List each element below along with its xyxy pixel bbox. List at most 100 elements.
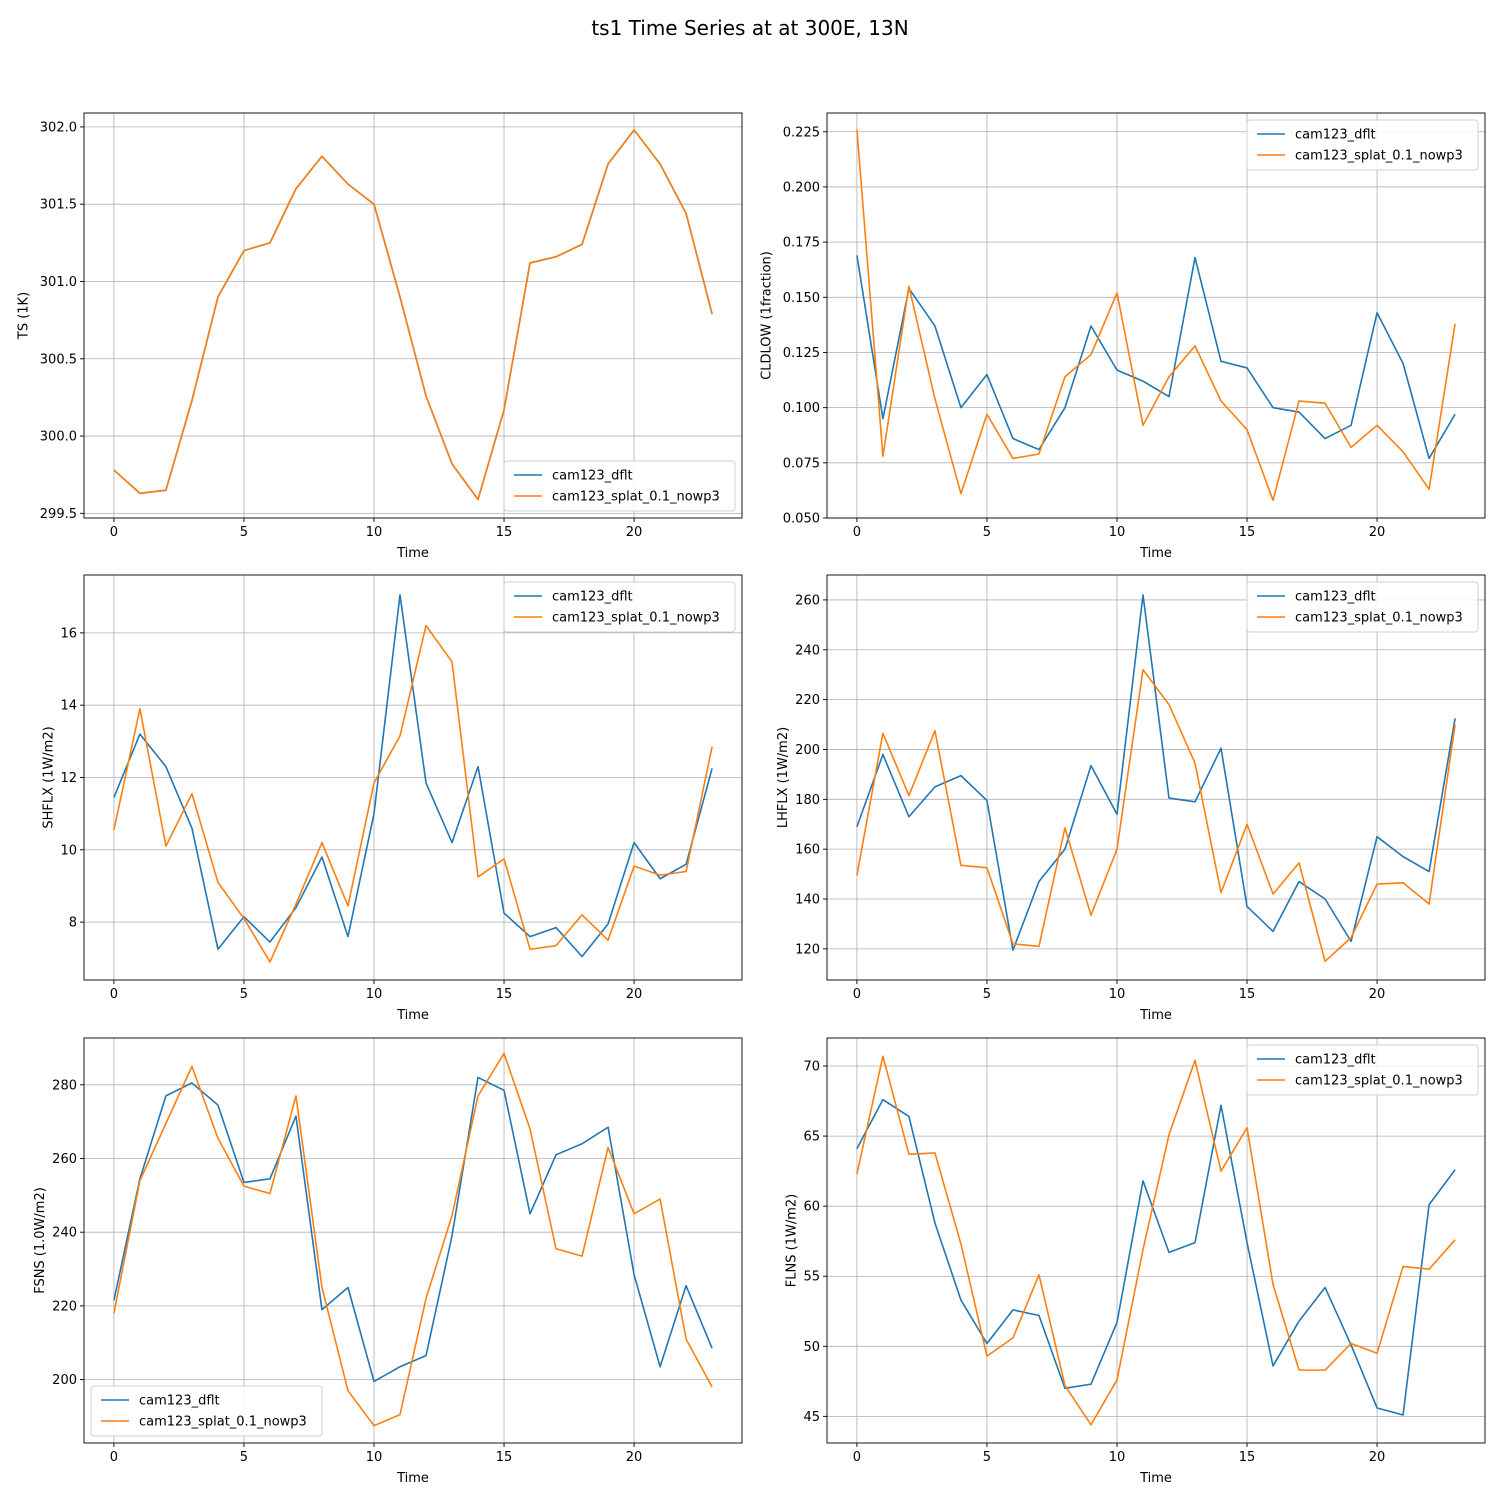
y-tick-label: 0.150 — [783, 291, 820, 306]
series-line-1 — [856, 255, 1456, 460]
y-tick-label: 240 — [795, 643, 820, 658]
y-tick-label: 12 — [60, 771, 77, 786]
series-line-1 — [856, 1098, 1456, 1416]
legend: cam123_dflt cam123_splat_0.1_nowp3 — [1246, 119, 1479, 171]
x-tick-label: 0 — [853, 525, 861, 540]
legend-box — [503, 581, 736, 633]
legend-label-1: cam123_dflt — [1295, 1053, 1376, 1068]
x-tick-label: 15 — [1239, 525, 1256, 540]
legend-label-1: cam123_dflt — [1295, 128, 1376, 143]
x-tick-label: 20 — [626, 1450, 643, 1465]
legend: cam123_dflt cam123_splat_0.1_nowp3 — [1246, 1044, 1479, 1096]
x-axis-label: Time — [1139, 1471, 1172, 1486]
x-axis-label: Time — [1139, 1008, 1172, 1023]
x-tick-label: 5 — [983, 525, 991, 540]
series-line-1 — [113, 594, 713, 958]
y-tick-label: 200 — [52, 1373, 77, 1388]
y-tick-label: 0.200 — [783, 180, 820, 195]
x-tick-label: 10 — [1109, 987, 1126, 1002]
chart-lhflx: 0 5 10 15 20 120 140 160 180 200 220 240 260 Time LHFL… — [776, 574, 1486, 1023]
x-tick-label: 10 — [366, 525, 383, 540]
legend-label-2: cam123_splat_0.1_nowp3 — [139, 1415, 307, 1430]
y-tick-label: 65 — [803, 1130, 820, 1145]
y-tick-label: 299.5 — [40, 507, 77, 522]
chart-ts: 0 5 10 15 20 299.5 300.0 300.5 301.0 301.5 302.0 Ti… — [17, 112, 743, 561]
axes-frame — [826, 112, 1486, 519]
y-tick-label: 160 — [795, 843, 820, 858]
y-tick-label: 16 — [60, 626, 77, 641]
x-axis-label: Time — [396, 1008, 429, 1023]
x-tick-label: 0 — [853, 987, 861, 1002]
chart-shflx: 0 5 10 15 20 8 10 12 14 16 Time SHFLX (1W/m2) cam123… — [41, 574, 743, 1023]
grid — [84, 575, 742, 980]
y-axis-label: CLDLOW (1fraction) — [760, 251, 775, 380]
axes-frame — [826, 574, 1486, 981]
y-axis-label: TS (1K) — [17, 292, 32, 340]
x-tick-label: 10 — [366, 987, 383, 1002]
x-tick-label: 15 — [496, 987, 513, 1002]
axes-frame — [83, 1037, 743, 1444]
y-axis-label: SHFLX (1W/m2) — [41, 726, 56, 828]
grid — [84, 113, 742, 518]
x-tick-label: 5 — [983, 1450, 991, 1465]
y-tick-label: 260 — [795, 593, 820, 608]
y-tick-label: 300.0 — [40, 430, 77, 445]
grid — [827, 113, 1485, 519]
legend-label-2: cam123_splat_0.1_nowp3 — [1295, 1074, 1463, 1089]
y-tick-label: 0.050 — [783, 512, 820, 527]
y-axis-label: LHFLX (1W/m2) — [776, 727, 791, 828]
x-axis-label: Time — [1139, 546, 1172, 561]
series-line-2 — [856, 129, 1456, 502]
y-tick-label: 140 — [795, 893, 820, 908]
x-tick-label: 15 — [496, 525, 513, 540]
y-tick-label: 10 — [60, 843, 77, 858]
legend-label-1: cam123_dflt — [552, 469, 633, 484]
series-line-2 — [856, 668, 1456, 963]
y-tick-label: 260 — [52, 1152, 77, 1167]
x-tick-label: 20 — [626, 525, 643, 540]
legend: cam123_dflt cam123_splat_0.1_nowp3 — [90, 1385, 323, 1437]
y-tick-label: 240 — [52, 1226, 77, 1241]
legend-label-2: cam123_splat_0.1_nowp3 — [552, 611, 720, 626]
legend: cam123_dflt cam123_splat_0.1_nowp3 — [503, 581, 736, 633]
legend-label-1: cam123_dflt — [139, 1394, 220, 1409]
y-axis-label: FSNS (1.0W/m2) — [33, 1187, 48, 1294]
legend-box — [90, 1385, 323, 1437]
y-tick-label: 14 — [60, 699, 77, 714]
x-tick-label: 20 — [1369, 1450, 1386, 1465]
series-line-2 — [113, 129, 713, 501]
x-tick-label: 10 — [1109, 1450, 1126, 1465]
x-tick-label: 20 — [1369, 525, 1386, 540]
legend-box — [1246, 1044, 1479, 1096]
x-tick-label: 20 — [1369, 987, 1386, 1002]
y-tick-label: 220 — [795, 693, 820, 708]
x-tick-label: 15 — [1239, 987, 1256, 1002]
x-tick-label: 10 — [366, 1450, 383, 1465]
y-tick-label: 50 — [803, 1340, 820, 1355]
legend-label-1: cam123_dflt — [1295, 590, 1376, 605]
x-axis-label: Time — [396, 546, 429, 561]
series-line-2 — [856, 1055, 1456, 1426]
x-tick-label: 0 — [110, 1450, 118, 1465]
grid — [827, 1038, 1485, 1443]
legend-label-2: cam123_splat_0.1_nowp3 — [1295, 611, 1463, 626]
chart-cldlow: 0 5 10 15 20 0.050 0.075 0.100 0.125 0.150 0.175 0.… — [760, 112, 1486, 561]
y-tick-label: 55 — [803, 1270, 820, 1285]
y-tick-label: 70 — [803, 1060, 820, 1075]
series-line-2 — [113, 624, 713, 963]
y-tick-label: 0.100 — [783, 401, 820, 416]
x-tick-label: 0 — [110, 987, 118, 1002]
y-tick-label: 280 — [52, 1078, 77, 1093]
y-tick-label: 0.175 — [783, 236, 820, 251]
legend-box — [503, 460, 736, 512]
y-tick-label: 45 — [803, 1410, 820, 1425]
series-line-1 — [113, 129, 713, 501]
y-tick-label: 0.075 — [783, 456, 820, 471]
legend-label-2: cam123_splat_0.1_nowp3 — [552, 490, 720, 505]
legend-label-2: cam123_splat_0.1_nowp3 — [1295, 149, 1463, 164]
grid — [827, 575, 1485, 980]
x-axis-label: Time — [396, 1471, 429, 1486]
legend-box — [1246, 119, 1479, 171]
x-tick-label: 10 — [1109, 525, 1126, 540]
